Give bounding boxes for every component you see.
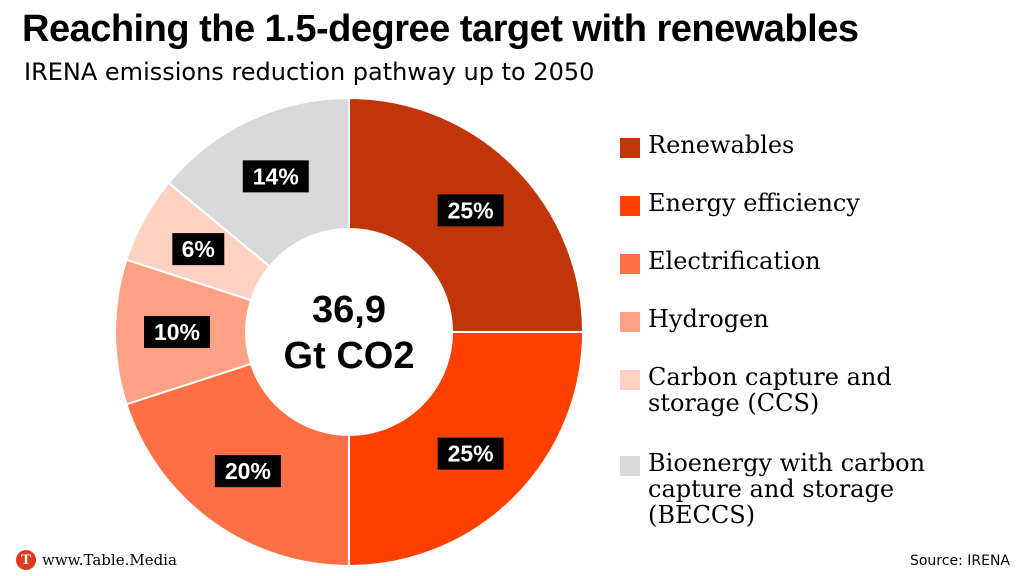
legend-swatch	[620, 254, 640, 274]
legend-label: Electrification	[648, 247, 821, 275]
center-total-label: Gt CO2	[284, 335, 415, 377]
legend-item: Carbon capture and storage (CCS)	[620, 364, 948, 416]
data-label: 25%	[437, 194, 504, 227]
chart-title: Reaching the 1.5-degree target with rene…	[22, 8, 859, 50]
brand-url: www.Table.Media	[42, 551, 177, 569]
center-total-label: 36,9	[312, 289, 386, 331]
data-label-text: 20%	[225, 458, 271, 484]
legend-label: Bioenergy with carbon capture and storag…	[648, 449, 926, 529]
legend-swatch	[620, 138, 640, 158]
data-label: 20%	[214, 455, 281, 488]
legend-item: Renewables	[620, 132, 948, 158]
legend-label: Renewables	[648, 131, 795, 159]
data-label: 10%	[144, 316, 210, 348]
legend-swatch	[620, 312, 640, 332]
legend-item: Hydrogen	[620, 306, 948, 332]
legend-swatch	[620, 370, 640, 390]
footer-brand: T www.Table.Media	[16, 550, 177, 570]
legend-swatch	[620, 196, 640, 216]
data-label: 25%	[437, 437, 504, 470]
data-label-box	[437, 194, 504, 227]
data-label-box	[214, 455, 281, 488]
data-label-box	[144, 316, 210, 348]
data-label-box	[242, 160, 309, 193]
chart-subtitle: IRENA emissions reduction pathway up to …	[24, 58, 595, 86]
data-label-text: 25%	[448, 441, 494, 467]
table-media-logo-icon: T	[16, 550, 36, 570]
data-label-box	[172, 233, 225, 266]
legend-item: Bioenergy with carbon capture and storag…	[620, 450, 948, 528]
data-label-text: 10%	[154, 319, 200, 345]
data-label-text: 14%	[253, 163, 299, 189]
data-label-text: 6%	[182, 236, 215, 262]
legend-label: Hydrogen	[648, 305, 769, 333]
legend-item: Energy efficiency	[620, 190, 948, 216]
legend-label: Energy efficiency	[648, 189, 860, 217]
legend-swatch	[620, 456, 640, 476]
legend-item: Electrification	[620, 248, 948, 274]
data-label: 14%	[242, 160, 309, 193]
data-label: 6%	[172, 233, 225, 266]
legend-label: Carbon capture and storage (CCS)	[648, 363, 892, 417]
data-label-text: 25%	[448, 197, 494, 223]
data-label-box	[437, 437, 504, 470]
source-note: Source: IRENA	[909, 553, 1010, 569]
